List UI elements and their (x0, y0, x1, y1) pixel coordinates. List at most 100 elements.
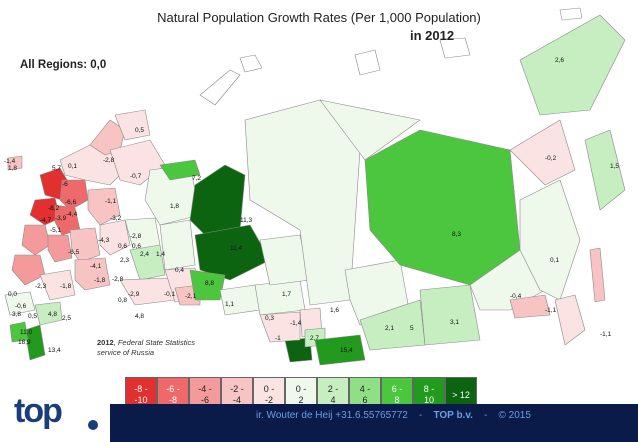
region-value-label: -4,1 (90, 263, 102, 270)
footer-author: ir. Wouter de Heij +31.6.55765772 (256, 410, 408, 421)
region-value-label: 2,3 (120, 257, 129, 264)
region-value-label: 0,5 (28, 313, 37, 320)
region-value-label: 1,1 (225, 301, 234, 308)
source-note: 2012, Federal State Statistics service o… (97, 338, 195, 358)
region-value-label: 1,8 (170, 203, 179, 210)
region-kamchatka[interactable] (584, 129, 626, 211)
region-value-label: -0,4 (510, 293, 522, 300)
region-value-label: 5,7 (52, 165, 61, 172)
region-value-label: 11,4 (230, 245, 243, 252)
region-primorye[interactable] (554, 294, 586, 346)
region-zabaikalsky[interactable] (419, 284, 481, 346)
region-sverdlovsk[interactable] (159, 219, 196, 271)
region-value-label: -1,1 (105, 198, 117, 205)
legend-item-top: -8 - (134, 384, 148, 394)
region-value-label: 1,5 (610, 163, 619, 170)
region-value-label: 1,8 (8, 165, 17, 172)
region-value-label: 5 (410, 325, 414, 332)
region-value-label: 0,0 (8, 291, 17, 298)
region-value-label: 13,4 (48, 347, 61, 354)
region-bashkir[interactable] (129, 244, 166, 281)
region-value-label: -3,9 (55, 215, 67, 222)
region-central-4[interactable] (21, 224, 51, 256)
island-severnaya (354, 49, 381, 76)
region-caucasus-1[interactable] (4, 291, 36, 316)
region-value-label: -1,1 (600, 331, 612, 338)
region-value-label: 4,8 (48, 311, 57, 318)
region-murmansk[interactable] (114, 109, 151, 141)
region-central-6[interactable] (69, 227, 101, 263)
chart-title: Natural Population Growth Rates (Per 1,0… (157, 10, 481, 25)
region-tuva[interactable] (314, 334, 366, 366)
chart-year: in 2012 (410, 28, 455, 43)
region-value-label: 0,1 (550, 257, 559, 264)
legend-item-top: 0 - (263, 384, 275, 394)
region-value-label: 2,6 (555, 57, 564, 64)
region-karelia[interactable] (89, 119, 126, 156)
region-volga-2[interactable] (99, 219, 131, 256)
region-altai-krai[interactable] (259, 311, 301, 343)
region-south-1[interactable] (39, 269, 76, 301)
region-jewish[interactable] (509, 294, 551, 319)
region-value-label: 11,3 (240, 217, 253, 224)
logo-text: top (14, 392, 63, 430)
region-caucasus-2[interactable] (34, 301, 63, 326)
region-south-2[interactable] (74, 257, 111, 291)
region-crimea[interactable] (7, 155, 23, 171)
region-value-label: -4,7 (40, 217, 52, 224)
legend-item-bottom: 2 (298, 395, 304, 405)
region-value-label: -4,3 (98, 237, 110, 244)
region-volga-1[interactable] (87, 187, 121, 226)
region-central-5[interactable] (47, 234, 73, 263)
region-chechnya[interactable] (24, 324, 46, 361)
footer-brand: TOP b.v. (433, 410, 473, 421)
region-dagestan[interactable] (9, 321, 29, 343)
region-value-label: -1,8 (60, 283, 72, 290)
island-franz-josef (239, 54, 263, 73)
region-novosibirsk[interactable] (254, 279, 306, 316)
region-value-label: -2,8 (112, 276, 124, 283)
region-value-label: 0,6 (132, 243, 141, 250)
region-value-label: 3,1 (450, 319, 459, 326)
region-sakhalin[interactable] (589, 247, 606, 303)
island-novaya-zemlya (199, 69, 241, 106)
region-value-label: -5,1 (50, 227, 62, 234)
footer-sep-1: - (419, 410, 423, 421)
logo-dot (88, 420, 98, 430)
logo-area (0, 396, 110, 442)
region-value-label: 0,6 (118, 243, 127, 250)
region-value-label: 1,4 (156, 251, 165, 258)
region-value-label: 2,5 (62, 315, 71, 322)
region-value-label: -4,4 (66, 211, 78, 218)
legend-item-top: -6 - (166, 384, 180, 394)
legend-item-top: 6 - (391, 384, 403, 394)
region-value-label: -0,1 (164, 291, 176, 298)
island-new-siberian (439, 37, 471, 59)
legend-item-bottom: 8 (394, 395, 400, 405)
region-central-2[interactable] (29, 197, 61, 226)
legend-item-bottom: 4 (330, 395, 336, 405)
footer-text: ir. Wouter de Heij +31.6.55765772 - TOP … (256, 410, 531, 421)
region-value-label: -0,6 (15, 303, 27, 310)
region-value-label: 0,3 (265, 315, 274, 322)
all-regions-label: All Regions: 0,0 (20, 59, 107, 71)
region-sakha[interactable] (364, 129, 521, 286)
region-value-label: -1,1 (545, 307, 557, 314)
region-value-label: -3,2 (110, 215, 122, 222)
region-evenki-north[interactable] (319, 99, 421, 161)
region-magadan[interactable] (509, 119, 576, 186)
region-central-1[interactable] (59, 179, 89, 211)
region-chukotka[interactable] (519, 14, 626, 116)
region-value-label: 8,8 (205, 280, 214, 287)
region-omsk[interactable] (219, 284, 261, 316)
legend-item-bottom: 6 (362, 395, 368, 405)
region-nenets[interactable] (159, 159, 201, 181)
region-value-label: -6,6 (65, 199, 77, 206)
region-volga-3[interactable] (11, 254, 46, 286)
region-khanty[interactable] (194, 224, 271, 281)
region-tyumen[interactable] (189, 269, 226, 301)
region-value-label: 8,3 (452, 231, 461, 238)
legend-item-bottom: -6 (200, 395, 209, 405)
region-value-label: -1,8 (94, 277, 106, 284)
source-text-2: service of Russia (97, 348, 155, 357)
